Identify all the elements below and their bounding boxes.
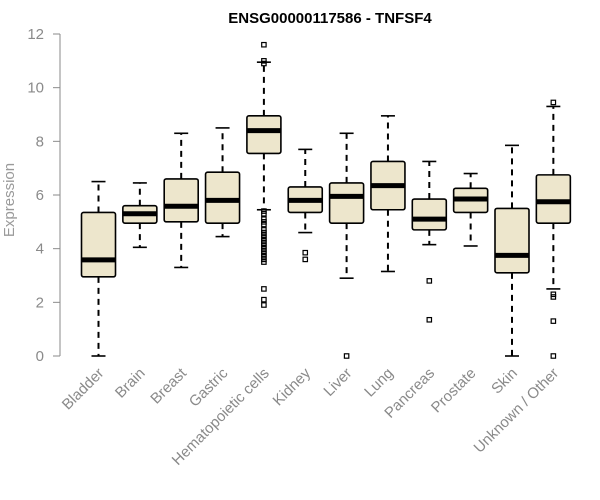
box-unknown-other xyxy=(535,99,572,359)
box-iqr xyxy=(328,182,365,224)
outlier-point xyxy=(261,259,267,265)
x-category-label: Lung xyxy=(361,365,397,401)
x-category-label: Liver xyxy=(320,365,355,400)
box-hematopoietic-cells xyxy=(246,41,282,308)
x-category-label: Skin xyxy=(488,365,521,398)
plot-area xyxy=(80,41,572,359)
box-prostate xyxy=(452,172,489,247)
outlier-point xyxy=(343,353,350,359)
box-iqr xyxy=(494,207,530,274)
x-category-label: Brain xyxy=(112,365,149,402)
box-liver xyxy=(328,132,365,359)
outlier-point xyxy=(550,353,557,359)
x-category-label: Prostate xyxy=(428,365,480,417)
box-iqr xyxy=(163,178,199,223)
y-tick-label: 12 xyxy=(27,26,44,43)
outlier-point xyxy=(426,316,433,323)
box-lung xyxy=(370,115,406,273)
outlier-point xyxy=(302,256,309,263)
box-gastric xyxy=(204,127,241,238)
box-breast xyxy=(163,132,199,269)
box-iqr xyxy=(80,211,117,278)
outlier-point xyxy=(261,210,267,217)
x-category-label: Bladder xyxy=(59,365,108,414)
y-tick-label: 8 xyxy=(36,133,44,150)
outlier-point xyxy=(550,318,557,324)
outlier-point xyxy=(261,286,267,292)
y-tick-label: 6 xyxy=(36,187,44,204)
outlier-point xyxy=(550,294,557,300)
y-axis-label: Expression xyxy=(1,163,18,237)
box-skin xyxy=(494,144,530,357)
box-iqr xyxy=(204,171,241,224)
outlier-point xyxy=(261,221,267,228)
outlier-point xyxy=(426,278,433,284)
y-tick-label: 4 xyxy=(36,241,44,258)
y-tick-label: 2 xyxy=(36,294,44,311)
y-axis: 0 2 4 6 8 10 12 xyxy=(27,26,61,365)
box-pancreas xyxy=(411,160,448,323)
outlier-point xyxy=(550,99,557,106)
box-iqr xyxy=(246,115,282,155)
box-iqr xyxy=(411,198,448,231)
outlier-point xyxy=(261,302,267,308)
y-tick-label: 10 xyxy=(27,80,44,97)
box-bladder xyxy=(80,180,117,357)
x-category-label: Kidney xyxy=(270,364,315,409)
box-kidney xyxy=(287,148,324,263)
y-tick-label: 0 xyxy=(36,348,44,365)
outlier-point xyxy=(261,41,267,48)
box-brain xyxy=(122,182,158,249)
chart-title: ENSG00000117586 - TNFSF4 xyxy=(228,10,432,27)
box-iqr xyxy=(535,174,572,224)
outlier-point xyxy=(261,296,267,303)
outlier-point xyxy=(261,60,267,67)
outlier-point xyxy=(302,249,309,256)
x-category-label: Breast xyxy=(147,364,190,407)
